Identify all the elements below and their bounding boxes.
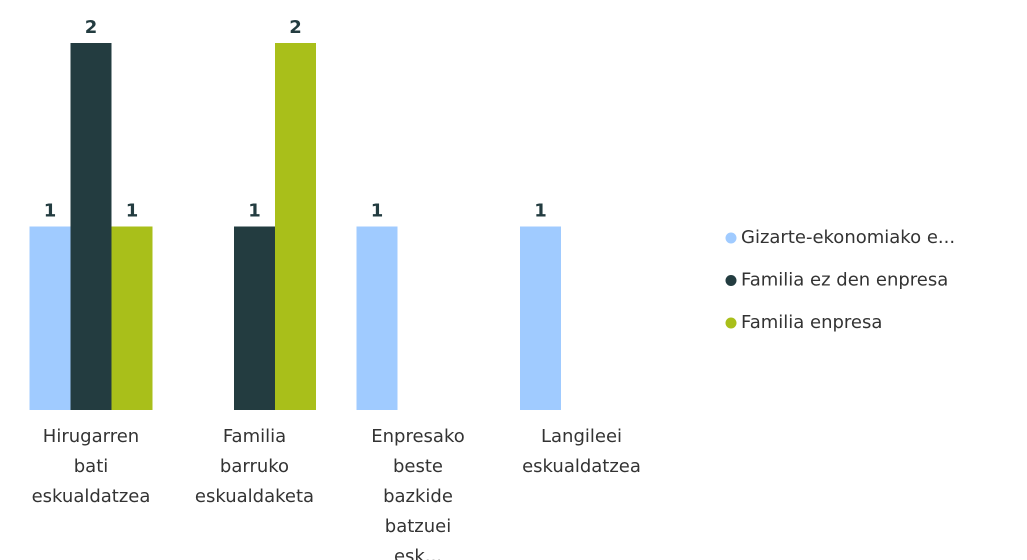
bar (111, 226, 153, 410)
x-tick-label: Enpresako beste bazkide batzuei esk... (371, 426, 465, 560)
legend-label: Gizarte-ekonomiako e... (741, 227, 955, 248)
x-tick-label: Familia barruko eskualdaketa (194, 426, 315, 507)
data-label: 1 (44, 201, 57, 222)
legend-marker (725, 317, 737, 329)
legend-marker (725, 275, 737, 286)
legend-label: Familia ez den enpresa (741, 270, 948, 291)
bar (275, 43, 316, 410)
bar (356, 226, 398, 410)
data-label: 1 (248, 201, 261, 222)
bar (70, 43, 112, 410)
bar (234, 226, 275, 410)
data-label: 1 (126, 201, 139, 222)
data-label: 2 (289, 17, 302, 38)
x-tick-label: Hirugarren bati eskualdatzea (31, 426, 151, 507)
bar (520, 226, 561, 410)
legend-marker (725, 232, 737, 244)
x-tick-label: Langileei eskualdatzea (522, 426, 641, 477)
data-label: 2 (85, 17, 98, 38)
data-label: 1 (534, 201, 547, 222)
data-label: 1 (371, 201, 384, 222)
legend-label: Familia enpresa (741, 312, 882, 333)
bar (29, 226, 71, 410)
